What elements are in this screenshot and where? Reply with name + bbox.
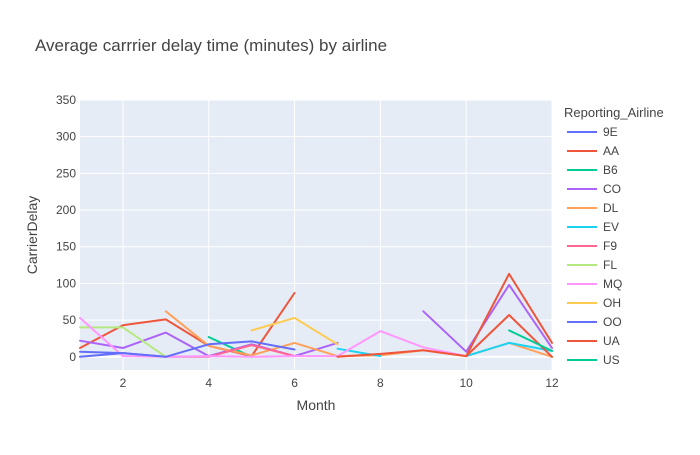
series-line-extra <box>465 272 553 358</box>
legend: Reporting_Airline 9E AA B6 CO DL EV F9 FL MQ OH OO… <box>564 105 664 367</box>
y-tick-label: 350 <box>56 93 76 107</box>
legend-item-oh[interactable]: OH <box>567 296 621 310</box>
legend-item-9e[interactable]: 9E <box>567 125 618 139</box>
x-axis-label: Month <box>297 397 336 413</box>
x-tick-label: 8 <box>377 376 384 390</box>
legend-label: UA <box>603 334 620 348</box>
legend-item-ua[interactable]: UA <box>567 334 620 348</box>
x-tick-label: 2 <box>120 376 127 390</box>
legend-label: EV <box>603 220 619 234</box>
series-line-us <box>508 329 553 352</box>
y-tick-label: 200 <box>56 203 76 217</box>
legend-item-mq[interactable]: MQ <box>567 277 622 291</box>
legend-label: MQ <box>603 277 622 291</box>
chart-title: Average carrrier delay time (minutes) by… <box>35 36 387 55</box>
legend-item-co[interactable]: CO <box>567 182 621 196</box>
legend-label: OO <box>603 315 622 329</box>
series-line-fl <box>79 326 167 358</box>
legend-label: OH <box>603 296 621 310</box>
legend-item-f9[interactable]: F9 <box>567 239 617 253</box>
plot-area <box>80 100 552 370</box>
legend-title: Reporting_Airline <box>564 105 664 120</box>
legend-item-aa[interactable]: AA <box>567 144 619 158</box>
y-tick-label: 0 <box>69 350 76 364</box>
legend-item-dl[interactable]: DL <box>567 201 619 215</box>
series-line-ua <box>336 314 553 358</box>
legend-item-us[interactable]: US <box>567 353 620 367</box>
legend-item-ev[interactable]: EV <box>567 220 619 234</box>
axis-ticks: 0 50 100 150 200 250 300 350 2 4 6 8 10 12 <box>56 93 559 390</box>
x-tick-label: 10 <box>460 376 474 390</box>
series-line-oo <box>79 340 296 358</box>
y-tick-label: 300 <box>56 130 76 144</box>
x-tick-label: 12 <box>545 376 559 390</box>
series-lines <box>79 272 553 358</box>
y-tick-label: 100 <box>56 276 76 290</box>
y-axis-label: CarrierDelay <box>24 196 40 275</box>
x-tick-label: 4 <box>205 376 212 390</box>
series-line-oh <box>250 316 339 346</box>
y-tick-label: 50 <box>63 313 77 327</box>
legend-label: CO <box>603 182 621 196</box>
legend-items: 9E AA B6 CO DL EV F9 FL MQ OH OO UA US <box>567 125 622 367</box>
y-tick-label: 250 <box>56 166 76 180</box>
legend-label: B6 <box>603 163 618 177</box>
y-tick-label: 150 <box>56 240 76 254</box>
legend-label: FL <box>603 258 617 272</box>
legend-item-b6[interactable]: B6 <box>567 163 618 177</box>
legend-label: US <box>603 353 620 367</box>
series-line-mq <box>79 316 468 358</box>
legend-label: 9E <box>603 125 618 139</box>
legend-item-fl[interactable]: FL <box>567 258 617 272</box>
legend-label: DL <box>603 201 619 215</box>
legend-label: F9 <box>603 239 617 253</box>
x-tick-label: 6 <box>291 376 298 390</box>
legend-item-oo[interactable]: OO <box>567 315 622 329</box>
legend-label: AA <box>603 144 619 158</box>
